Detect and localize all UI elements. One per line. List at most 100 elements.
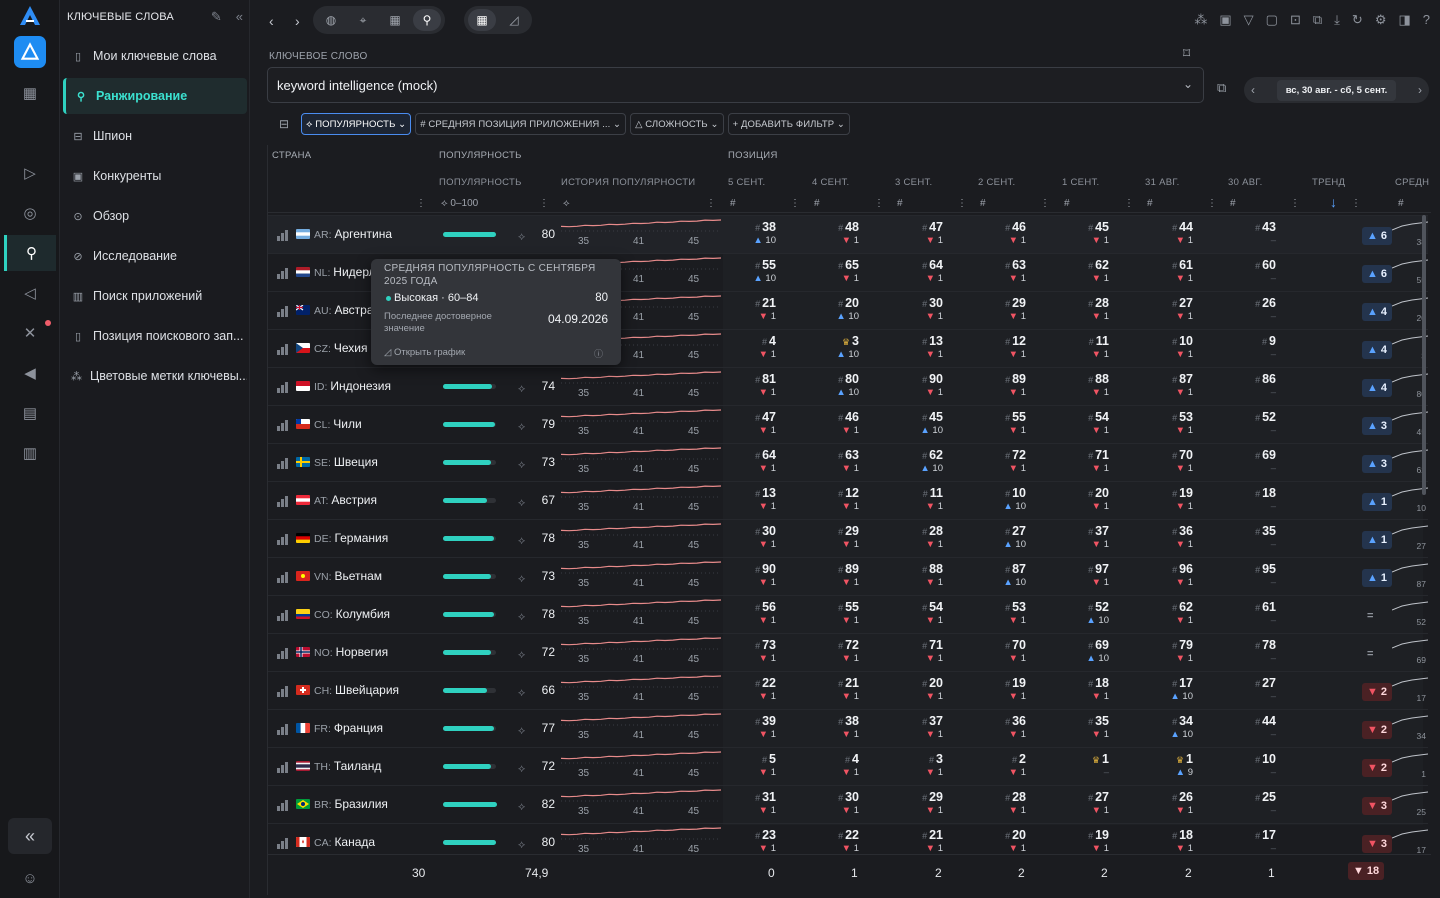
sidebar-item-my-keywords[interactable]: ▯ Мои ключевые слова <box>63 38 247 74</box>
position-cell[interactable]: #64 ▼ 1 <box>755 448 776 474</box>
position-cell[interactable]: #9– <box>1262 334 1276 360</box>
position-cell[interactable]: ♛ 1– <box>1091 752 1109 778</box>
position-cell[interactable]: #87 ▼ 1 <box>1172 372 1193 398</box>
popularity-history-chart[interactable] <box>561 558 721 594</box>
panel-icon[interactable]: ◨ <box>1398 12 1411 27</box>
position-cell[interactable]: #54 ▼ 1 <box>1088 410 1109 436</box>
position-cell[interactable]: #18 ▼ 1 <box>1172 828 1193 854</box>
position-cell[interactable]: #20 ▼ 1 <box>1088 486 1109 512</box>
download-icon[interactable]: ⤓ <box>1334 12 1340 27</box>
collapse-sidebar-icon[interactable]: « <box>235 9 243 24</box>
popularity-filter[interactable]: ⟡ ПОПУЛЯРНОСТЬ ⌄ <box>301 113 412 135</box>
position-cell[interactable]: #20 ▼ 1 <box>922 676 943 702</box>
location-icon[interactable]: ⌖ <box>359 12 367 27</box>
position-cell[interactable]: ♛ 3 ▲ 10 <box>836 334 859 360</box>
position-cell[interactable]: #79 ▼ 1 <box>1172 638 1193 664</box>
keyword-select[interactable]: keyword intelligence (mock) ⌄ <box>267 67 1204 103</box>
popularity-history-chart[interactable] <box>561 824 721 860</box>
position-cell[interactable]: #37 ▼ 1 <box>1088 524 1109 550</box>
position-cell[interactable]: #88 ▼ 1 <box>922 562 943 588</box>
sidebar-item-overview[interactable]: ⊙ Обзор <box>63 198 247 234</box>
position-cell[interactable]: #62 ▲ 10 <box>920 448 943 474</box>
position-cell[interactable]: #60– <box>1255 258 1276 284</box>
country-name[interactable]: TH: Таиланд <box>314 759 382 773</box>
country-name[interactable]: NO: Норвегия <box>314 645 389 659</box>
position-cell[interactable]: #5 ▼ 1 <box>758 752 776 778</box>
country-name[interactable]: CA: Канада <box>314 835 376 849</box>
date-header[interactable]: 1 СЕНТ. <box>1062 177 1100 188</box>
screenshot-icon[interactable]: ⊡ <box>1289 12 1301 27</box>
position-cell[interactable]: #78– <box>1255 638 1276 664</box>
country-name[interactable]: NL: Нидерл <box>314 265 376 279</box>
date-header[interactable]: 2 СЕНТ. <box>978 177 1016 188</box>
position-cell[interactable]: #46 ▼ 1 <box>838 410 859 436</box>
popularity-menu-icon[interactable]: ⋮ <box>539 198 549 209</box>
position-cell[interactable]: #65 ▼ 1 <box>838 258 859 284</box>
megaphone-icon[interactable]: ◁ <box>24 285 36 302</box>
popularity-header[interactable]: ПОПУЛЯРНОСТЬ <box>439 177 522 188</box>
popularity-history-chart[interactable] <box>561 444 721 480</box>
popularity-history-chart[interactable] <box>561 406 721 442</box>
position-cell[interactable]: #89 ▼ 1 <box>838 562 859 588</box>
table-row[interactable]: CH: Швейцария ⟡ 66 35 41 45 #22 ▼ 1 #21 ▼ 1 #20 ▼ 1… <box>268 671 1429 709</box>
position-cell[interactable]: #20 ▼ 1 <box>1005 828 1026 854</box>
position-cell[interactable]: #30 ▼ 1 <box>755 524 776 550</box>
prev-period-icon[interactable]: ‹ <box>1251 83 1255 97</box>
tools-icon[interactable]: ✕ <box>23 325 37 342</box>
position-cell[interactable]: #30 ▼ 1 <box>922 296 943 322</box>
position-cell[interactable]: #48 ▼ 1 <box>838 220 859 246</box>
country-name[interactable]: AT: Австрия <box>314 493 377 507</box>
position-cell[interactable]: #3 ▼ 1 <box>925 752 943 778</box>
position-cell[interactable]: #22 ▼ 1 <box>838 828 859 854</box>
account-icon[interactable]: ☺ <box>22 869 38 887</box>
table-row[interactable]: FR: Франция ⟡ 77 35 41 45 #39 ▼ 1 #38 ▼ 1 #37 ▼ 1 #3… <box>268 709 1429 747</box>
next-period-icon[interactable]: › <box>1417 83 1422 97</box>
position-cell[interactable]: #28 ▼ 1 <box>922 524 943 550</box>
position-cell[interactable]: #19 ▼ 1 <box>1005 676 1026 702</box>
country-name[interactable]: AR: Аргентина <box>314 227 393 241</box>
position-cell[interactable]: #47 ▼ 1 <box>755 410 776 436</box>
help-icon[interactable]: ? <box>1422 12 1430 27</box>
position-cell[interactable]: #4 ▼ 1 <box>841 752 859 778</box>
position-cell[interactable]: #19 ▼ 1 <box>1172 486 1193 512</box>
table-view-icon[interactable]: ▦ <box>468 9 496 31</box>
filter-icon[interactable]: ▽ <box>1243 12 1254 27</box>
key-tool-icon[interactable]: ⚲ <box>413 9 441 31</box>
position-cell[interactable]: #46 ▼ 1 <box>1005 220 1026 246</box>
forward-icon[interactable]: › <box>295 13 300 29</box>
position-cell[interactable]: #30 ▼ 1 <box>838 790 859 816</box>
position-cell[interactable]: #21 ▼ 1 <box>922 828 943 854</box>
position-cell[interactable]: #45 ▼ 1 <box>1088 220 1109 246</box>
trend-menu-icon[interactable]: ⋮ <box>1351 198 1361 209</box>
open-chart-link[interactable]: ◿ Открыть график <box>384 347 466 358</box>
apple-icon[interactable] <box>16 119 44 147</box>
position-cell[interactable]: #10– <box>1255 752 1276 778</box>
chart-view-icon[interactable]: ◿ <box>509 13 519 27</box>
position-cell[interactable]: #17 ▲ 10 <box>1170 676 1193 702</box>
position-cell[interactable]: #37 ▼ 1 <box>922 714 943 740</box>
position-cell[interactable]: #44 ▼ 1 <box>1172 220 1193 246</box>
position-cell[interactable]: #11 ▼ 1 <box>1088 334 1109 360</box>
position-cell[interactable]: #61– <box>1255 600 1276 626</box>
position-cell[interactable]: #44– <box>1255 714 1276 740</box>
calendar-icon[interactable]: ▦ <box>389 13 401 27</box>
position-cell[interactable]: #88 ▼ 1 <box>1088 372 1109 398</box>
position-cell[interactable]: #26 ▼ 1 <box>1172 790 1193 816</box>
date-header[interactable]: 31 АВГ. <box>1145 177 1180 188</box>
position-cell[interactable]: #80 ▲ 10 <box>836 372 859 398</box>
position-cell[interactable]: #39 ▼ 1 <box>755 714 776 740</box>
country-name[interactable]: FR: Франция <box>314 721 384 735</box>
position-cell[interactable]: #27 ▲ 10 <box>1003 524 1026 550</box>
date-menu-icon[interactable]: ⋮ <box>1290 198 1300 209</box>
position-cell[interactable]: #35 ▼ 1 <box>1088 714 1109 740</box>
country-name[interactable]: BR: Бразилия <box>314 797 388 811</box>
sort-desc-icon[interactable]: ↓ <box>1330 194 1337 210</box>
position-cell[interactable]: #43– <box>1255 220 1276 246</box>
edit-icon[interactable]: ✎ <box>210 9 222 24</box>
popularity-history-chart[interactable] <box>561 710 721 746</box>
position-cell[interactable]: #62 ▼ 1 <box>1172 600 1193 626</box>
country-name[interactable]: CL: Чили <box>314 417 362 431</box>
position-cell[interactable]: #62 ▼ 1 <box>1088 258 1109 284</box>
position-cell[interactable]: #29 ▼ 1 <box>922 790 943 816</box>
copy-icon[interactable]: ⧉ <box>1217 80 1227 95</box>
